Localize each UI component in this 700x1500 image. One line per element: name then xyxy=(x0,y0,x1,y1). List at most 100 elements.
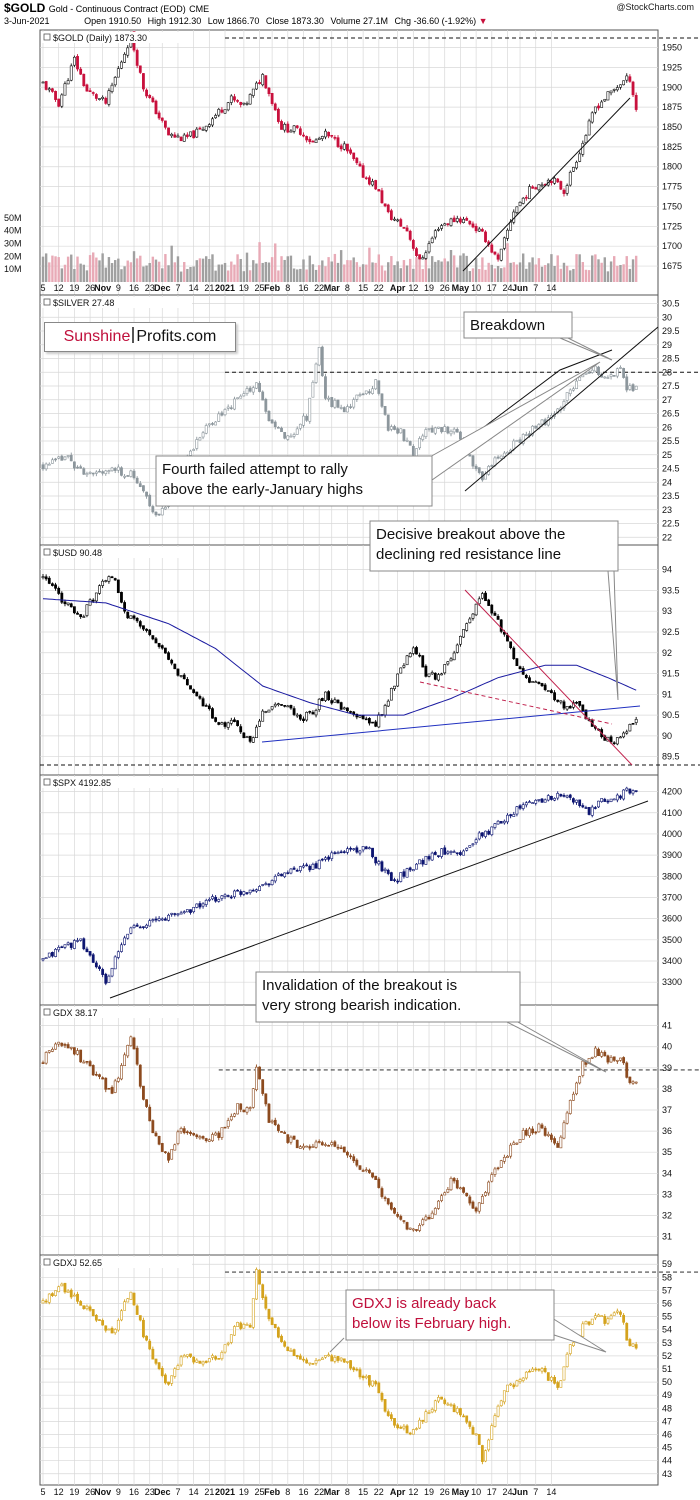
candle-body xyxy=(615,1310,619,1313)
y-tick-label: 49 xyxy=(662,1390,672,1400)
x-tick-label-bottom: 8 xyxy=(285,1487,290,1497)
candle-body xyxy=(512,1384,516,1388)
candle-body xyxy=(245,1107,249,1113)
volume-bar xyxy=(377,254,381,282)
volume-bar xyxy=(474,258,478,282)
candle-body xyxy=(201,432,205,438)
chg-value: -36.60 (-1.92%) xyxy=(413,16,477,26)
candle-body xyxy=(57,587,61,594)
volume-bar xyxy=(220,264,224,282)
close-label: Close xyxy=(265,16,289,26)
candle-body xyxy=(107,1088,111,1090)
candle-body xyxy=(606,377,610,379)
x-tick-label-top: 8 xyxy=(285,283,290,293)
x-tick-label-top: Mar xyxy=(324,283,341,293)
candle-body xyxy=(170,1149,174,1160)
candle-body xyxy=(91,599,95,602)
candle-body xyxy=(151,97,155,103)
candle-body xyxy=(298,128,302,135)
candle-body xyxy=(346,1151,349,1156)
volume-bar xyxy=(543,265,547,282)
candle-body xyxy=(242,393,246,397)
candle-body xyxy=(600,1052,604,1057)
candle-body xyxy=(565,1112,569,1124)
candle-body xyxy=(98,966,101,969)
candle-body xyxy=(565,392,569,401)
callout-usd-breakout-text: declining red resistance line xyxy=(376,546,561,563)
candle-body xyxy=(298,866,302,871)
candle-body xyxy=(289,435,293,438)
candle-body xyxy=(550,1134,553,1140)
candle-body xyxy=(176,1365,180,1370)
candle-body xyxy=(261,391,265,401)
volume-bar xyxy=(471,268,475,282)
candle-body xyxy=(411,647,415,654)
candle-body xyxy=(91,1065,95,1076)
candle-body xyxy=(145,491,148,497)
candle-body xyxy=(327,397,331,400)
candle-body xyxy=(76,612,79,615)
candle-body xyxy=(521,1377,525,1381)
candle-body xyxy=(66,455,70,457)
candle-body xyxy=(239,726,243,733)
volume-bar xyxy=(399,268,402,282)
candle-body xyxy=(625,787,629,791)
callout-gdx-invalidation-box xyxy=(255,971,521,1023)
candle-body xyxy=(113,1329,117,1334)
candle-body xyxy=(116,68,120,78)
candle-body xyxy=(452,1404,456,1413)
candle-body xyxy=(411,1429,415,1435)
candle-body xyxy=(295,428,299,435)
candle-body xyxy=(273,875,277,882)
y-tick-label: 30.5 xyxy=(662,299,680,309)
volume-bar xyxy=(487,262,490,282)
candle-body xyxy=(330,397,334,407)
candle-body xyxy=(364,177,368,180)
candle-body xyxy=(201,698,205,707)
volume-bar xyxy=(346,260,349,282)
volume-bar xyxy=(550,254,553,282)
candle-body xyxy=(399,428,403,434)
candle-body xyxy=(207,124,211,127)
candle-body xyxy=(123,937,127,945)
candle-body xyxy=(609,374,613,377)
x-tick-label-bottom: 12 xyxy=(408,1487,418,1497)
candle-body xyxy=(496,1167,500,1170)
candle-body xyxy=(339,1357,343,1361)
candle-body xyxy=(283,432,287,439)
volume-bar xyxy=(490,264,493,282)
candle-body xyxy=(116,1077,120,1082)
volume-bar xyxy=(104,267,107,282)
candle-body xyxy=(185,1131,189,1134)
candle-body xyxy=(324,1144,327,1146)
candle-body xyxy=(559,1380,563,1388)
candle-body xyxy=(493,1415,497,1427)
candle-body xyxy=(302,1358,305,1361)
volume-bar xyxy=(591,255,594,282)
y-tick-label: 3800 xyxy=(662,871,682,881)
candle-body xyxy=(462,218,465,223)
candle-body xyxy=(123,602,127,612)
candle-body xyxy=(342,1146,346,1153)
candle-body xyxy=(289,868,293,874)
candle-body xyxy=(631,384,635,392)
candle-body xyxy=(85,1061,89,1063)
y-tick-label: 90.5 xyxy=(662,710,680,720)
candle-body xyxy=(226,406,230,409)
candle-body xyxy=(286,872,290,874)
candle-body xyxy=(490,1174,494,1182)
candle-body xyxy=(251,88,255,96)
x-tick-label-top: 17 xyxy=(487,283,497,293)
candle-body xyxy=(487,830,491,835)
candle-body xyxy=(619,84,622,88)
y-tick-label: 3700 xyxy=(662,892,682,902)
y-tick-label: 58 xyxy=(662,1272,672,1282)
volume-bar xyxy=(631,259,635,282)
candle-body xyxy=(116,579,120,594)
volume-bar xyxy=(584,269,588,282)
candle-body xyxy=(349,149,352,154)
candle-body xyxy=(157,1135,161,1145)
candle-body xyxy=(258,1269,261,1285)
candle-body xyxy=(459,635,462,645)
candle-body xyxy=(443,426,447,432)
